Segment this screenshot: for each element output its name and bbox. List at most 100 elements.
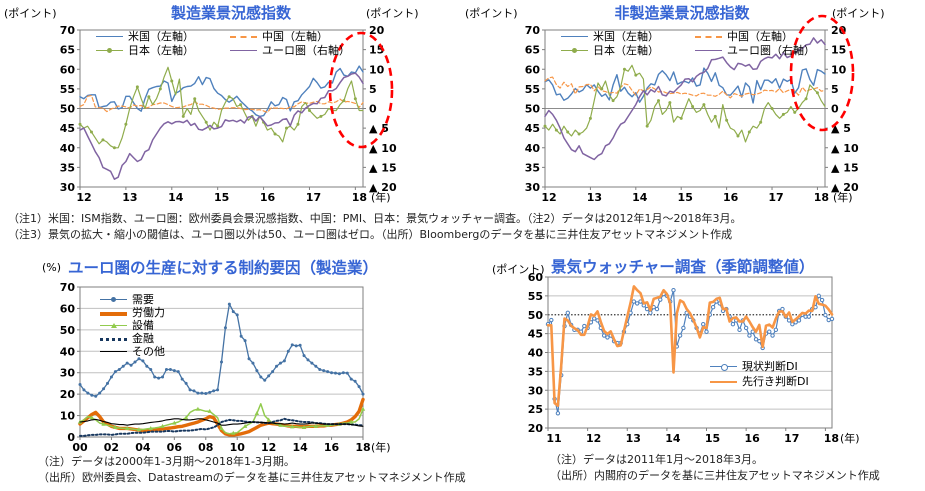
svg-text:08: 08 — [198, 441, 213, 454]
svg-text:00: 00 — [72, 441, 88, 454]
highlight-recent-ellipse — [789, 14, 855, 132]
legend-item: 米国（左軸） — [561, 29, 695, 43]
svg-text:▲ 20: ▲ 20 — [369, 181, 397, 194]
svg-text:14: 14 — [292, 441, 308, 454]
svg-text:35: 35 — [528, 365, 543, 378]
svg-text:30: 30 — [528, 384, 544, 397]
svg-text:65: 65 — [525, 44, 540, 57]
legend-label: 日本（左軸） — [128, 43, 194, 57]
svg-text:13: 13 — [587, 191, 602, 204]
svg-text:04: 04 — [135, 441, 151, 454]
svg-text:18: 18 — [355, 441, 370, 454]
legend-swatch-line-icon — [96, 47, 123, 54]
notes-euro-constraints: （注）データは2000年1-3月期～2018年1-3月期。 （出所）欧州委員会、… — [38, 454, 466, 486]
legend-swatch-line-icon — [100, 309, 127, 316]
svg-text:06: 06 — [167, 441, 183, 454]
svg-text:16: 16 — [744, 432, 760, 445]
note-line: （注3）景気の拡大・縮小の閾値は、ユーロ圏以外は50、ユーロ圏はゼロ。（出所）B… — [8, 228, 733, 241]
svg-text:▲ 10: ▲ 10 — [831, 142, 859, 155]
legend-swatch-line-icon — [100, 296, 127, 303]
svg-text:60: 60 — [528, 271, 544, 284]
svg-text:50: 50 — [525, 103, 541, 116]
svg-text:16: 16 — [260, 191, 276, 204]
chart-title: 非製造業景況感指数 — [614, 4, 750, 22]
legend-item: 先行き判断DI — [710, 374, 809, 389]
note-line: （出所）内閣府のデータを基に三井住友アセットマネジメント作成 — [550, 469, 880, 482]
legend-label: ユーロ圏（右軸） — [727, 43, 815, 57]
axis-unit-left: (ポイント) — [492, 263, 545, 276]
legend-item: 需要 — [100, 293, 165, 306]
note-line: （注）データは2011年1月～2018年3月。 — [550, 453, 763, 466]
svg-text:(年): (年) — [371, 190, 391, 204]
svg-text:10: 10 — [230, 441, 246, 454]
svg-text:30: 30 — [525, 181, 541, 194]
axis-unit-right: (ポイント) — [366, 7, 419, 20]
svg-text:12: 12 — [586, 432, 601, 445]
axis-unit-left: (%) — [42, 261, 62, 274]
axis-unit-left: (ポイント) — [4, 7, 57, 20]
svg-text:50: 50 — [60, 324, 76, 337]
svg-text:15: 15 — [831, 44, 846, 57]
legend-label: 中国（左軸） — [262, 29, 328, 43]
svg-text:10: 10 — [60, 410, 76, 423]
legend-item: ユーロ圏（右軸） — [695, 43, 815, 57]
svg-text:15: 15 — [214, 191, 229, 204]
axis-unit-right: (ポイント) — [832, 7, 885, 20]
svg-text:17: 17 — [306, 191, 321, 204]
svg-text:35: 35 — [60, 161, 75, 174]
svg-text:35: 35 — [525, 161, 540, 174]
notes-top-charts: （注1）米国：ISM指数、ユーロ圏：欧州委員会景況感指数、中国：PMI、日本：景… — [8, 211, 923, 243]
svg-text:20: 20 — [369, 24, 385, 37]
panel-manufacturing-sentiment: (ポイント) 製造業景況感指数 (ポイント) 70 65 60 55 50 45 40 35 3… — [0, 0, 462, 206]
svg-text:02: 02 — [104, 441, 119, 454]
legend-swatch-line-icon — [710, 363, 737, 371]
svg-text:12: 12 — [76, 191, 91, 204]
legend-label: 労働力 — [132, 306, 165, 319]
svg-text:65: 65 — [60, 44, 75, 57]
svg-text:0: 0 — [67, 431, 75, 444]
legend-swatch-line-icon — [695, 47, 722, 54]
svg-text:11: 11 — [546, 432, 561, 445]
svg-text:55: 55 — [60, 83, 75, 96]
svg-text:20: 20 — [831, 24, 847, 37]
legend-swatch-line-icon — [710, 378, 737, 385]
svg-text:5: 5 — [831, 83, 839, 96]
svg-text:(年): (年) — [371, 440, 391, 454]
svg-text:18: 18 — [824, 432, 839, 445]
chart-legend: 米国（左軸） 中国（左軸） 日本（左軸） ユーロ圏（右軸） — [96, 29, 350, 57]
legend-swatch-line-icon — [230, 47, 257, 54]
legend-item: 米国（左軸） — [96, 29, 230, 43]
chart-title: 景気ウォッチャー調査（季節調整値） — [551, 258, 815, 276]
chart-legend: 現状判断DI 先行き判断DI — [710, 359, 809, 389]
highlight-recent-ellipse — [328, 31, 394, 149]
legend-item: 現状判断DI — [710, 359, 809, 374]
legend-item: 労働力 — [100, 306, 165, 319]
svg-text:0: 0 — [831, 103, 839, 116]
panel-economy-watchers: (ポイント) 景気ウォッチャー調査（季節調整値） （注）データは2011年1月～… — [462, 253, 925, 491]
svg-text:45: 45 — [60, 122, 75, 135]
svg-text:55: 55 — [525, 83, 540, 96]
svg-text:16: 16 — [723, 191, 739, 204]
legend-swatch-line-icon — [561, 33, 588, 40]
svg-text:40: 40 — [528, 347, 544, 360]
legend-item: 金融 — [100, 332, 165, 345]
legend-label: 金融 — [132, 332, 154, 345]
svg-text:40: 40 — [60, 142, 76, 155]
svg-text:50: 50 — [60, 103, 76, 116]
legend-label: ユーロ圏（右軸） — [262, 43, 350, 57]
svg-text:16: 16 — [324, 441, 340, 454]
legend-label: 米国（左軸） — [593, 29, 659, 43]
svg-text:15: 15 — [705, 432, 720, 445]
svg-text:▲ 15: ▲ 15 — [831, 161, 859, 174]
svg-text:17: 17 — [768, 191, 783, 204]
svg-text:▲ 20: ▲ 20 — [831, 181, 859, 194]
svg-text:▲ 15: ▲ 15 — [369, 161, 397, 174]
svg-text:▲ 5: ▲ 5 — [369, 122, 389, 135]
svg-text:45: 45 — [525, 122, 540, 135]
legend-label: 先行き判断DI — [742, 375, 809, 388]
svg-text:60: 60 — [60, 302, 76, 315]
svg-text:60: 60 — [60, 63, 76, 76]
chart-canvas-euro-constraints: 70 60 50 40 30 20 10 000 02 04 06 08 10 12 14 16 18 (年) — [60, 281, 391, 454]
